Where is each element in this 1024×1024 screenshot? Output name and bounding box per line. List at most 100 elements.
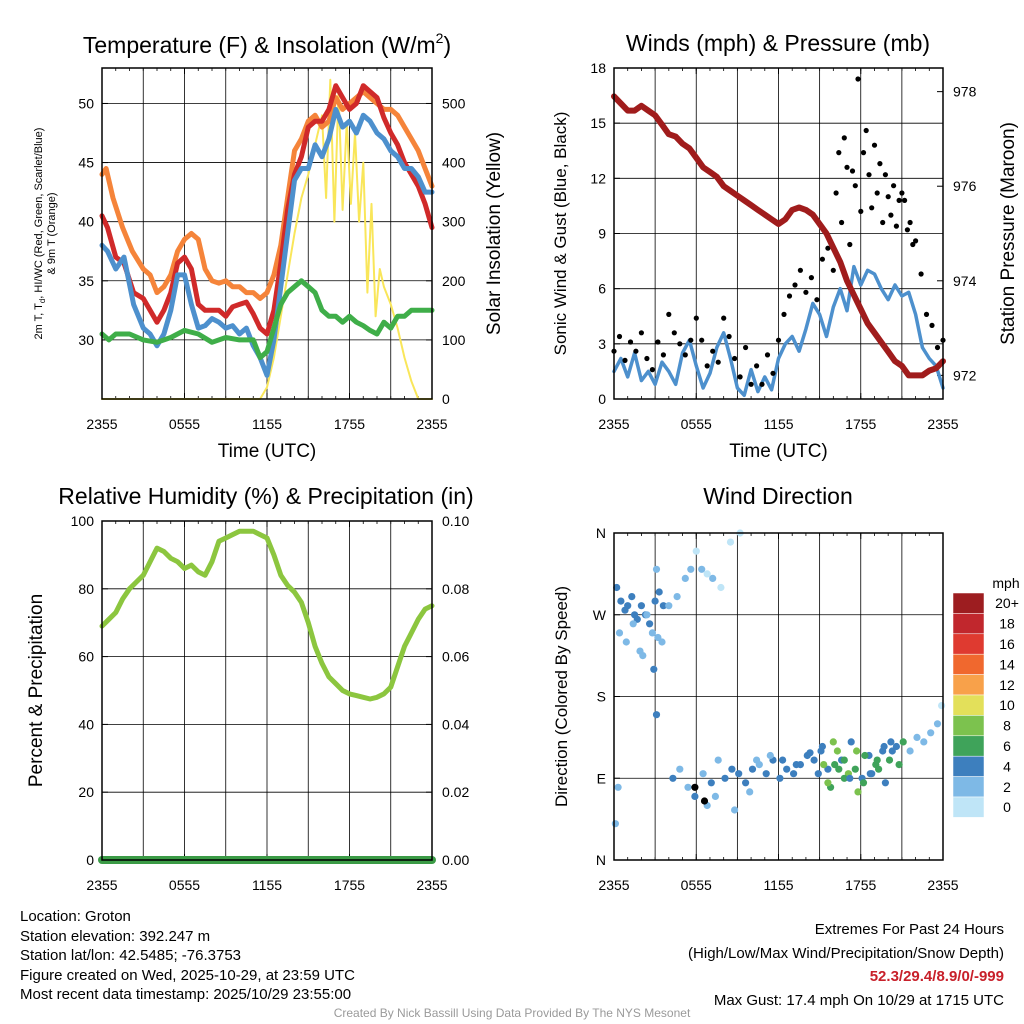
direction-point (699, 770, 707, 778)
x-axis-label: Time (UTC) (218, 441, 317, 462)
direction-point (691, 783, 699, 791)
y-right-tick-label: 0.02 (442, 784, 469, 800)
y-right-tick-label: 0 (442, 391, 450, 407)
direction-point (873, 756, 881, 764)
gust-point (880, 219, 886, 226)
legend-swatch (952, 592, 985, 614)
direction-point (703, 570, 711, 578)
legend-label: 20+ (995, 595, 1019, 611)
gust-point (803, 289, 809, 295)
x-tick-label: 0555 (681, 877, 712, 893)
x-tick-label: 2355 (86, 416, 117, 432)
y-right-tick-label: 300 (442, 214, 466, 230)
legend-swatch (952, 796, 985, 818)
y-tick-label: W (593, 607, 607, 623)
wind-direction-title: Wind Direction (703, 483, 853, 509)
gust-point (764, 352, 771, 358)
direction-point (906, 747, 914, 755)
direction-point (611, 820, 620, 828)
direction-point (824, 765, 832, 773)
direction-point (673, 593, 681, 601)
direction-point (766, 751, 774, 760)
y-axis-label-line-2: & 9m T (Orange) (46, 192, 58, 274)
y-right-tick-label: 100 (442, 332, 466, 348)
legend-swatch (952, 633, 985, 655)
plot-frame (101, 520, 433, 861)
gust-point (786, 293, 793, 299)
gust-point (899, 190, 905, 196)
gust-point (666, 311, 672, 317)
x-tick-label: 2355 (86, 877, 117, 893)
direction-point (853, 747, 861, 755)
y-tick-label: 12 (590, 170, 606, 186)
temperature-series-hi-wc (99, 106, 435, 378)
gust-point (660, 352, 667, 358)
wind-direction-panel: Wind Direction 2355 0555 1155 1755 2355 N E S W N… (552, 483, 1020, 893)
direction-point (859, 779, 868, 787)
gust-point (715, 359, 721, 365)
y-tick-label: 6 (598, 281, 606, 297)
gust-point (833, 190, 839, 196)
y-tick-label: N (596, 525, 606, 541)
direction-point (851, 765, 859, 773)
direction-point (669, 774, 677, 782)
x-tick-label: 2355 (598, 877, 629, 893)
direction-point (824, 779, 832, 787)
direction-point (831, 761, 839, 769)
x-tick-label: 2355 (416, 877, 447, 893)
direction-point (829, 738, 837, 746)
direction-point (742, 779, 750, 787)
direction-point (629, 620, 637, 628)
direction-point (814, 770, 822, 778)
direction-point (700, 797, 709, 805)
legend-label: 2 (1003, 779, 1011, 795)
direction-point (622, 638, 630, 646)
direction-point (840, 774, 848, 782)
gust-point (737, 374, 743, 380)
y-tick-label: 15 (590, 115, 606, 131)
y-axis-label-part: , HI/WC (Red, Green, Scarlet/Blue) (33, 128, 45, 299)
gust-point (775, 337, 782, 343)
winds-title: Winds (mph) & Pressure (mb) (626, 30, 930, 56)
gust-point (841, 135, 847, 141)
gust-point (825, 245, 831, 251)
y-right-tick-label: 0.04 (442, 716, 469, 732)
y-tick-label: 40 (78, 716, 94, 732)
direction-point (717, 583, 725, 592)
direction-point (762, 770, 770, 778)
y-right-tick-label: 500 (442, 95, 466, 111)
direction-point (646, 620, 654, 628)
direction-point (913, 733, 921, 742)
x-tick-label: 0555 (169, 877, 200, 893)
direction-point (753, 756, 761, 764)
x-tick-label: 2355 (416, 416, 447, 432)
gust-point (855, 76, 861, 82)
y-tick-label: 3 (598, 336, 606, 352)
x-axis-label: Time (UTC) (729, 441, 828, 462)
legend-label: 18 (999, 616, 1015, 632)
gust-point (819, 256, 826, 262)
gust-point (649, 367, 656, 373)
station-info: Location: Groton Station elevation: 392.… (20, 907, 355, 1005)
gust-point (682, 352, 688, 358)
location-text: Location: Groton (20, 908, 131, 925)
temperature-title-superscript: 2 (436, 30, 444, 46)
direction-point (617, 597, 625, 605)
y-axis-label: Direction (Colored By Speed) (552, 586, 571, 807)
y-tick-label: S (597, 689, 606, 705)
gust-point (891, 183, 897, 189)
direction-point (659, 602, 668, 610)
gust-point (699, 337, 705, 343)
direction-point (665, 602, 673, 610)
gust-point (877, 161, 883, 167)
gust-point (732, 355, 738, 362)
direction-point (746, 788, 754, 796)
direction-point (847, 738, 855, 746)
direction-point (887, 738, 895, 746)
x-tick-label: 1755 (845, 877, 876, 893)
gust-point (633, 348, 639, 354)
recent-data-text: Most recent data timestamp: 2025/10/29 2… (20, 986, 352, 1003)
gust-point (759, 381, 765, 387)
y-right-tick-label: 978 (953, 84, 977, 100)
legend-label: 14 (999, 656, 1015, 672)
